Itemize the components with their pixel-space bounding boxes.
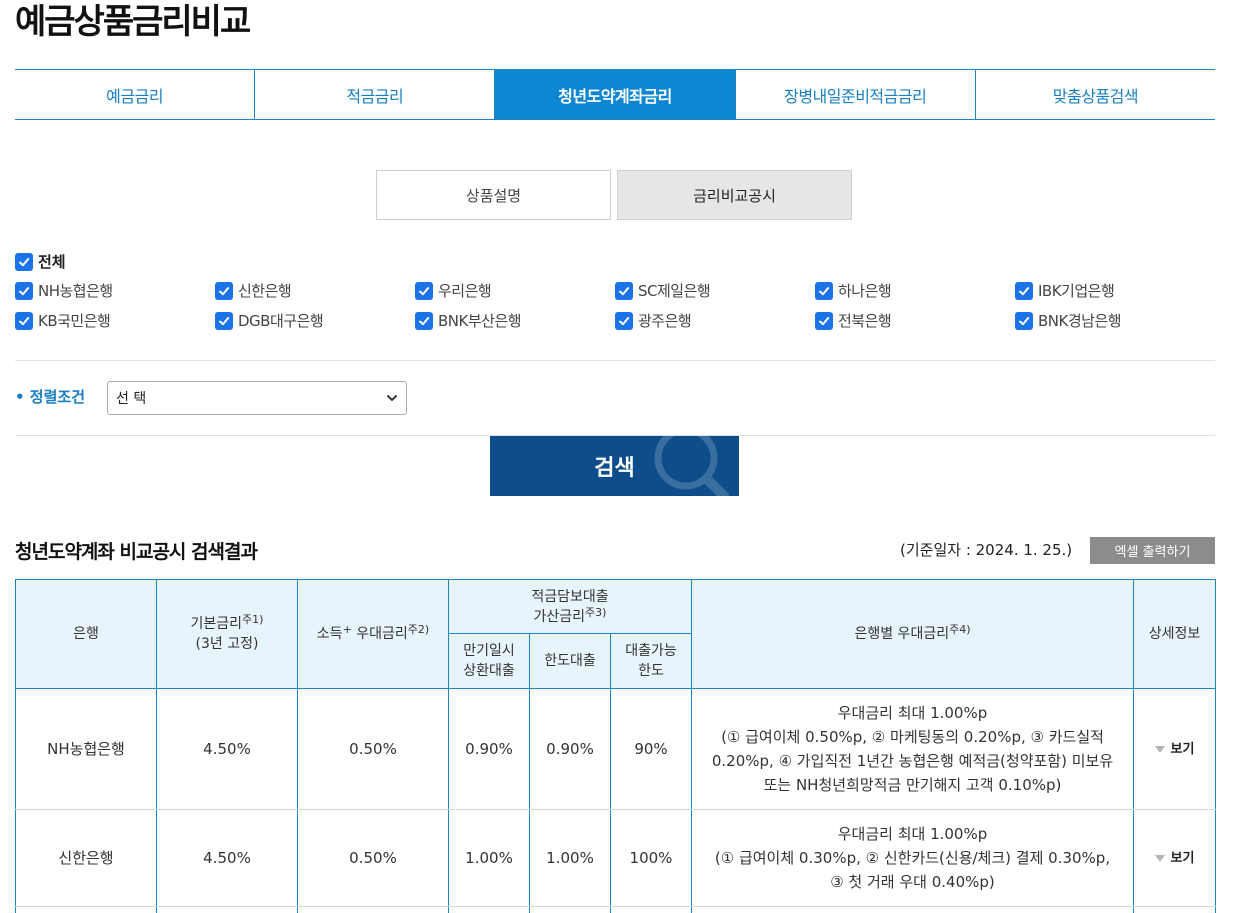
sort-selected-value: 선 택 [116, 391, 147, 407]
bank-label: NH농협은행 [38, 282, 113, 300]
checkbox-checked-icon[interactable] [615, 281, 633, 300]
bank-label: KB국민은행 [38, 312, 111, 330]
triangle-down-icon [1154, 855, 1165, 863]
cell-loan-maturity: 0.90% [448, 688, 530, 810]
header-loan-rate: 적금담보대출 가산금리주3) [448, 579, 692, 634]
checkbox-checked-icon[interactable] [615, 311, 633, 330]
excel-export-button[interactable]: 엑셀 출력하기 [1090, 537, 1215, 564]
checkbox-bank-woori[interactable]: 우리은행 [415, 281, 615, 300]
checkbox-checked-icon[interactable] [1015, 281, 1033, 300]
sort-label: • 정렬조건 [15, 388, 86, 406]
bank-label: 광주은행 [638, 312, 692, 330]
rates-table: 은행 기본금리주1) (3년 고정) 소득+ 우대금리주2) 적금담보대출 가산금리… [15, 579, 1216, 913]
cell-bank-preferential: 우대금리 최대 1.00%p (① 급여이체 0.50%p, ② 마케팅동의 0… [691, 688, 1134, 810]
bank-label: BNK경남은행 [1038, 312, 1122, 330]
checkbox-checked-icon[interactable] [1015, 311, 1033, 330]
subtab-rate-comparison[interactable]: 금리비교공시 [617, 170, 852, 220]
checkbox-bank-gwangju[interactable]: 광주은행 [615, 311, 815, 330]
divider [15, 435, 1215, 436]
checkbox-checked-icon[interactable] [815, 281, 833, 300]
search-button-label: 검색 [594, 456, 635, 481]
checkbox-bank-jeonbuk[interactable]: 전북은행 [815, 311, 1015, 330]
sort-select[interactable]: 선 택 [107, 381, 407, 415]
checkbox-checked-icon[interactable] [15, 311, 33, 330]
bank-label: IBK기업은행 [1038, 282, 1115, 300]
header-loan-limit: 한도대출 [529, 633, 611, 689]
divider [15, 360, 1215, 361]
bank-label: 하나은행 [838, 282, 892, 300]
chevron-down-icon [386, 390, 398, 406]
tab-custom-search[interactable]: 맞춤상품검색 [1052, 86, 1139, 106]
checkbox-bank-sc[interactable]: SC제일은행 [615, 281, 815, 300]
checkbox-bank-kb[interactable]: KB국민은행 [15, 311, 215, 330]
checkbox-bank-nh[interactable]: NH농협은행 [15, 281, 215, 300]
cell-detail: 보기 [1133, 809, 1216, 907]
bank-label: SC제일은행 [638, 282, 711, 300]
checkbox-checked-icon[interactable] [15, 281, 33, 300]
cell-bank: NH농협은행 [15, 688, 157, 810]
checkbox-all-label: 전체 [38, 253, 66, 271]
checkbox-checked-icon[interactable] [215, 281, 233, 300]
page-title: 예금상품금리비교 [15, 2, 251, 42]
header-detail: 상세정보 [1133, 579, 1216, 689]
cell-base-rate: 4.50% [156, 688, 298, 810]
checkbox-bank-shinhan[interactable]: 신한은행 [215, 281, 415, 300]
cell-base-rate: 4.50% [156, 809, 298, 907]
search-button[interactable]: 검색 [490, 436, 739, 496]
cell-bank-preferential: 우대금리 최대 1.00%p (① 급여이체 0.30%p, ② 신한카드(신용… [691, 809, 1134, 907]
cell-bank: 신한은행 [15, 809, 157, 907]
bank-label: BNK부산은행 [438, 312, 522, 330]
checkbox-bank-bnk-gyeongnam[interactable]: BNK경남은행 [1015, 311, 1215, 330]
cell-income-rate: 0.50% [297, 809, 449, 907]
tab-deposit-rate[interactable]: 예금금리 [15, 70, 256, 119]
checkbox-checked-icon[interactable] [815, 311, 833, 330]
cell-loan-available: 90% [610, 688, 692, 810]
checkbox-all[interactable]: 전체 [15, 251, 66, 272]
cell-loan-maturity: 1.00% [448, 809, 530, 907]
checkbox-checked-icon[interactable] [415, 281, 433, 300]
base-date: (기준일자 : 2024. 1. 25.) [900, 541, 1073, 559]
tab-soldier-savings-rate[interactable]: 장병내일준비적금금리 [736, 70, 976, 119]
cell-loan-limit: 0.90% [529, 688, 611, 810]
cell-detail: 보기 [1133, 688, 1216, 810]
view-detail-link[interactable]: 보기 [1154, 847, 1194, 871]
header-bank-preferential: 은행별 우대금리주4) [691, 579, 1134, 689]
bank-label: 우리은행 [438, 282, 492, 300]
header-loan-maturity: 만기일시 상환대출 [448, 633, 530, 689]
checkbox-checked-icon[interactable] [215, 311, 233, 330]
results-title: 청년도약계좌 비교공시 검색결과 [15, 541, 258, 563]
header-loan-available: 대출가능 한도 [610, 633, 692, 689]
magnifier-icon [654, 436, 730, 496]
subtab-product-description[interactable]: 상품설명 [376, 170, 611, 220]
checkbox-checked-icon[interactable] [415, 311, 433, 330]
tab-youth-leap-rate[interactable]: 청년도약계좌금리 [495, 70, 736, 119]
table-row [15, 906, 1216, 913]
bank-label: 전북은행 [838, 312, 892, 330]
view-detail-link[interactable]: 보기 [1154, 738, 1194, 762]
sub-tabs: 상품설명 금리비교공시 [376, 170, 852, 220]
checkbox-bank-bnk-busan[interactable]: BNK부산은행 [415, 311, 615, 330]
bank-label: DGB대구은행 [238, 312, 324, 330]
cell-loan-available: 100% [610, 809, 692, 907]
tab-savings-rate[interactable]: 적금금리 [255, 70, 496, 119]
triangle-down-icon [1154, 746, 1165, 754]
cell-income-rate: 0.50% [297, 688, 449, 810]
main-tabs: 예금금리 적금금리 청년도약계좌금리 장병내일준비적금금리 맞춤상품검색 [15, 69, 1215, 120]
table-row: 신한은행 4.50% 0.50% 1.00% 1.00% 100% 우대금리 최… [15, 809, 1216, 907]
bank-label: 신한은행 [238, 282, 292, 300]
header-base-rate: 기본금리주1) (3년 고정) [156, 579, 298, 689]
table-row: NH농협은행 4.50% 0.50% 0.90% 0.90% 90% 우대금리 … [15, 688, 1216, 810]
header-bank: 은행 [15, 579, 157, 689]
bank-filter-grid: NH농협은행 신한은행 우리은행 SC제일은행 하나은행 IBK기업은행 KB국… [15, 281, 1215, 330]
cell-loan-limit: 1.00% [529, 809, 611, 907]
header-income-rate: 소득+ 우대금리주2) [297, 579, 449, 689]
checkbox-bank-dgb[interactable]: DGB대구은행 [215, 311, 415, 330]
checkbox-bank-ibk[interactable]: IBK기업은행 [1015, 281, 1215, 300]
checkbox-checked-icon[interactable] [15, 252, 33, 271]
checkbox-bank-hana[interactable]: 하나은행 [815, 281, 1015, 300]
